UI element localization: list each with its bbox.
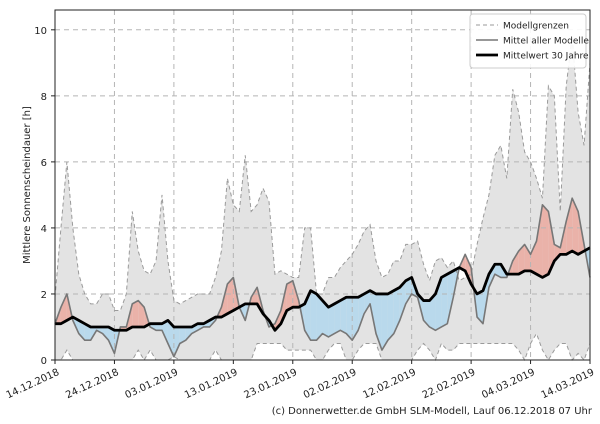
below-average-fill	[102, 326, 109, 341]
y-axis-label: Mittlere Sonnenscheindauer [h]	[22, 106, 33, 264]
below-average-fill	[185, 326, 192, 341]
x-tick-label: 24.12.2018	[64, 367, 121, 401]
y-tick-label: 8	[41, 92, 47, 103]
above-average-fill	[536, 204, 543, 278]
below-average-fill	[399, 280, 406, 321]
x-tick-label: 03.01.2019	[124, 367, 181, 401]
below-average-fill	[179, 326, 186, 344]
thirty-year-mean-line	[55, 246, 591, 332]
below-average-fill	[84, 323, 91, 341]
legend-label: Mittel aller Modelle	[503, 37, 589, 47]
below-average-fill	[156, 323, 162, 331]
below-average-fill	[167, 320, 174, 357]
above-average-fill	[512, 251, 519, 275]
legend-box	[469, 13, 587, 69]
below-average-fill	[441, 274, 448, 327]
below-average-fill	[328, 303, 335, 337]
above-average-fill	[465, 254, 472, 285]
x-tick-label: 12.02.2019	[361, 367, 418, 401]
x-tick-label: 23.01.2019	[242, 367, 299, 401]
below-average-fill	[423, 300, 430, 327]
x-tick-label: 14.12.2018	[5, 367, 62, 401]
below-average-fill	[316, 293, 323, 341]
above-average-fill	[530, 241, 537, 275]
above-average-fill	[132, 300, 139, 327]
x-tick-label: 13.01.2019	[183, 367, 240, 401]
below-average-fill	[108, 326, 115, 354]
above-average-fill	[518, 244, 525, 275]
below-average-fill	[173, 326, 180, 357]
y-tick-label: 10	[34, 26, 47, 37]
below-average-fill	[352, 297, 359, 341]
below-average-fill	[447, 270, 454, 324]
above-average-fill	[251, 287, 258, 304]
upper-bound-line	[54, 36, 591, 311]
above-average-fill	[60, 293, 67, 324]
legend-label: Modellgrenzen	[503, 22, 569, 32]
below-average-fill	[387, 290, 394, 341]
below-average-fill	[381, 293, 388, 351]
below-average-fill	[340, 297, 347, 334]
below-average-fill	[78, 320, 85, 341]
x-tick-label: 04.03.2019	[480, 367, 537, 401]
above-average-fill	[566, 198, 573, 255]
x-tick-label: 14.03.2019	[540, 367, 597, 401]
below-average-fill	[488, 264, 495, 288]
legend-label: Mittelwert 30 Jahre	[503, 52, 589, 62]
above-average-fill	[572, 198, 579, 255]
above-average-fill	[227, 277, 234, 314]
below-average-fill	[429, 293, 436, 331]
y-tick-label: 0	[41, 356, 47, 367]
above-average-fill	[542, 204, 549, 278]
copyright-credit: (c) Donnerwetter.de GmbH SLM-Modell, Lau…	[271, 406, 592, 417]
y-tick-label: 6	[41, 158, 47, 169]
below-average-fill	[310, 290, 317, 341]
x-tick-label: 02.02.2019	[302, 367, 359, 401]
above-average-fill	[524, 244, 531, 271]
x-tick-label: 22.02.2019	[421, 367, 478, 401]
below-average-fill	[322, 300, 329, 337]
above-average-fill	[554, 244, 561, 261]
plot-frame	[54, 9, 591, 361]
above-average-fill	[286, 280, 293, 311]
legend: Modellgrenzen Mittel aller Modelle Mittelw…	[469, 13, 589, 69]
below-average-fill	[477, 290, 483, 324]
below-average-fill	[346, 297, 353, 341]
below-average-fill	[405, 277, 412, 304]
below-average-fill	[162, 320, 168, 344]
y-tick-label: 4	[41, 224, 47, 235]
below-average-fill	[334, 300, 341, 334]
above-average-fill	[138, 300, 145, 327]
model-mean-line	[54, 197, 591, 358]
below-average-fill	[358, 293, 365, 331]
below-average-fill	[364, 290, 371, 314]
above-average-fill	[548, 211, 555, 275]
y-tick-label: 2	[41, 290, 47, 301]
